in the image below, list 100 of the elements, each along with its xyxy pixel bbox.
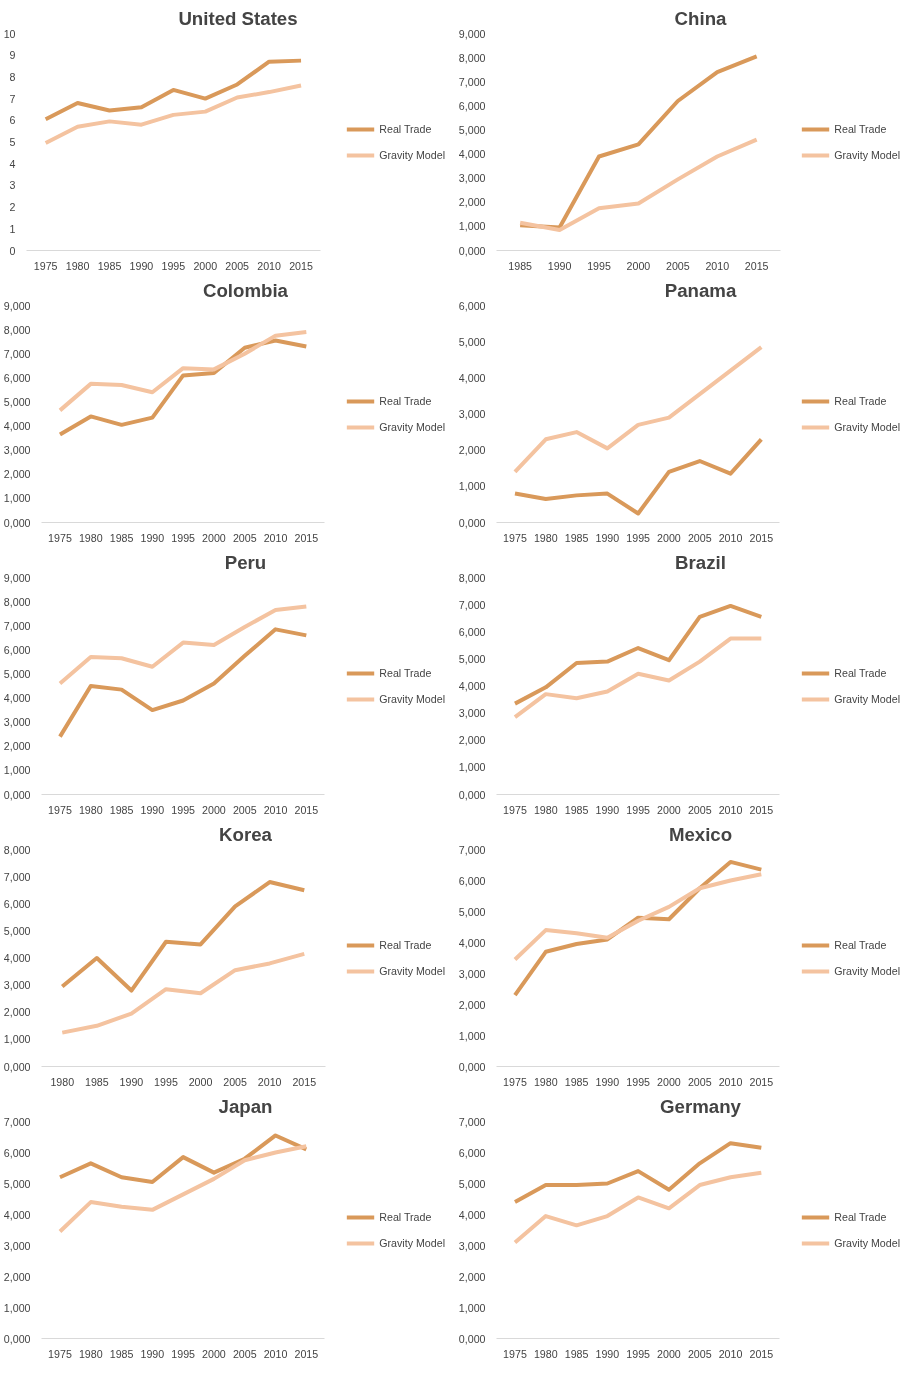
y-tick-label: 0,000 [458, 788, 486, 801]
y-tick-label: 1,000 [458, 1029, 486, 1042]
y-tick-label: 8,000 [3, 323, 31, 336]
x-tick-label: 1985 [564, 1347, 589, 1360]
y-tick-label: 3,000 [458, 1239, 486, 1252]
y-tick-label: 9,000 [3, 299, 31, 312]
x-tick-label: 1995 [626, 1347, 651, 1360]
x-tick-label: 1990 [595, 1075, 620, 1088]
x-tick-label: 1990 [595, 1347, 620, 1360]
x-tick-label: 1995 [171, 531, 196, 544]
x-tick-label: 1980 [78, 803, 103, 816]
line-series [43, 83, 304, 146]
legend-label: Real Trade [379, 666, 432, 679]
y-tick-label: 6,000 [458, 874, 486, 887]
y-tick-label: 3 [9, 179, 16, 192]
y-tick-label: 6,000 [458, 99, 486, 112]
x-tick-label: 2005 [223, 1075, 248, 1088]
legend-label: Gravity Model [379, 964, 445, 977]
y-tick-label: 6,000 [3, 897, 31, 910]
y-tick-label: 7,000 [458, 843, 486, 856]
x-tick-label: 1985 [508, 259, 533, 272]
y-tick-label: 5,000 [458, 123, 486, 136]
y-tick-label: 7,000 [458, 75, 486, 88]
legend-label: Gravity Model [834, 148, 900, 161]
y-tick-label: 8,000 [458, 51, 486, 64]
line-series [512, 1141, 764, 1205]
y-tick-label: 0,000 [458, 1332, 486, 1345]
y-tick-label: 9,000 [3, 571, 31, 584]
y-tick-label: 5 [9, 136, 16, 148]
legend-label: Real Trade [379, 122, 432, 135]
y-tick-label: 5,000 [458, 905, 486, 918]
legend-label: Gravity Model [379, 692, 445, 705]
chart-title: China [674, 7, 728, 29]
x-tick-label: 2010 [718, 803, 743, 816]
x-tick-label: 1975 [503, 803, 527, 816]
line-series [512, 872, 764, 962]
y-tick-label: 4,000 [3, 952, 31, 964]
legend-label: Real Trade [834, 1210, 887, 1223]
x-tick-label: 1985 [109, 531, 134, 544]
y-tick-label: 4,000 [3, 420, 31, 433]
x-tick-label: 1985 [564, 1075, 589, 1088]
y-tick-label: 4,000 [458, 680, 486, 692]
x-tick-label: 1975 [48, 531, 72, 544]
x-tick-label: 2010 [257, 1075, 282, 1088]
x-tick-label: 1995 [171, 1347, 196, 1360]
y-tick-label: 2,000 [3, 1006, 31, 1019]
legend-label: Real Trade [834, 122, 887, 135]
chart-title: Mexico [668, 823, 733, 845]
x-tick-label: 2005 [687, 1075, 712, 1088]
line-series [60, 880, 307, 993]
y-tick-label: 7 [9, 92, 16, 105]
legend-label: Gravity Model [834, 420, 900, 433]
x-tick-label: 2000 [202, 803, 226, 816]
x-tick-label: 1975 [48, 1347, 72, 1360]
x-tick-label: 1980 [533, 531, 558, 544]
x-tick-label: 2000 [657, 1075, 681, 1088]
x-tick-label: 2005 [232, 1347, 257, 1360]
y-tick-label: 9 [9, 49, 16, 62]
x-tick-label: 1985 [97, 259, 122, 272]
y-tick-label: 5,000 [3, 395, 31, 408]
y-tick-label: 3,000 [458, 707, 486, 720]
y-tick-label: 2 [9, 201, 16, 214]
legend-label: Gravity Model [379, 1236, 445, 1249]
y-tick-label: 5,000 [3, 1177, 31, 1190]
x-tick-label: 2000 [202, 1347, 226, 1360]
y-tick-label: 3,000 [458, 408, 486, 420]
x-tick-label: 1975 [33, 259, 58, 272]
y-tick-label: 5,000 [458, 1177, 486, 1190]
legend-label: Real Trade [834, 666, 887, 679]
legend-label: Gravity Model [379, 148, 445, 161]
y-tick-label: 0,000 [458, 1060, 486, 1073]
x-tick-label: 1975 [503, 531, 527, 544]
x-tick-label: 2015 [294, 531, 319, 544]
y-tick-label: 6,000 [3, 1146, 31, 1159]
x-tick-label: 1975 [48, 803, 72, 816]
y-tick-label: 4,000 [3, 1208, 31, 1221]
x-tick-label: 2015 [749, 1075, 774, 1088]
y-tick-label: 1 [9, 222, 16, 235]
y-tick-label: 2,000 [458, 734, 486, 747]
x-tick-label: 2000 [657, 1347, 681, 1360]
legend-label: Real Trade [834, 938, 887, 951]
x-tick-label: 2005 [687, 1347, 712, 1360]
line-series [57, 627, 309, 739]
legend-label: Gravity Model [834, 964, 900, 977]
y-tick-label: 2,000 [458, 1270, 486, 1283]
legend-label: Gravity Model [379, 420, 445, 433]
line-series [512, 636, 764, 720]
y-tick-label: 0,000 [3, 1060, 31, 1073]
y-tick-label: 4,000 [458, 148, 486, 161]
chart-title: United States [178, 7, 298, 29]
y-tick-label: 7,000 [458, 1115, 486, 1128]
y-tick-label: 1,000 [458, 480, 486, 493]
x-tick-label: 1990 [140, 1347, 165, 1360]
line-series [43, 58, 304, 122]
y-tick-label: 3,000 [3, 1239, 31, 1252]
y-tick-label: 0,000 [458, 244, 486, 257]
y-tick-label: 1,000 [458, 1301, 486, 1314]
x-tick-label: 2015 [749, 803, 774, 816]
line-series [512, 603, 764, 706]
x-tick-label: 2000 [657, 531, 681, 544]
